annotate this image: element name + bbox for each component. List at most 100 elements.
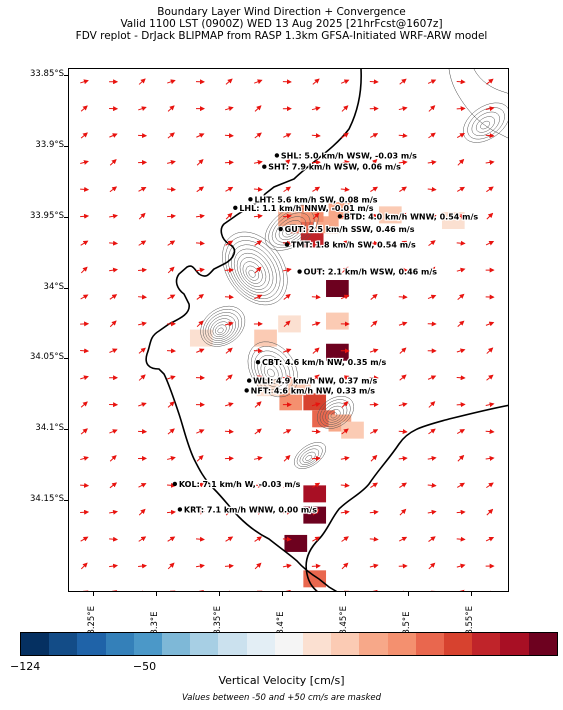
contour-line [222, 231, 288, 306]
contour-line [293, 442, 327, 469]
convergence-cell [303, 570, 327, 588]
contour-line [302, 451, 316, 463]
wind-arrow [225, 78, 233, 85]
wind-arrow [109, 348, 118, 354]
y-tick-mark [64, 287, 68, 289]
colorbar-tick-label: −124 [10, 660, 41, 673]
wind-arrow [341, 401, 349, 408]
wind-arrow [109, 429, 118, 434]
wind-arrow [312, 212, 320, 220]
wind-arrow [485, 133, 495, 139]
wind-arrow [312, 347, 320, 354]
contour-line [205, 312, 239, 343]
wind-arrow [169, 590, 176, 591]
wind-arrow [486, 374, 494, 381]
wind-arrow [80, 509, 90, 515]
wind-arrow [80, 375, 89, 381]
wind-arrow [399, 536, 408, 542]
wind-arrow [340, 160, 350, 165]
wind-arrow [485, 240, 495, 246]
wind-arrow [254, 401, 262, 408]
wind-arrow [196, 348, 205, 354]
wind-arrow [399, 212, 407, 220]
wind-arrow [80, 428, 88, 435]
wind-arrow [485, 455, 495, 461]
wind-arrow [428, 240, 436, 247]
wind-arrow [254, 240, 263, 246]
wind-arrow [341, 562, 349, 570]
wind-arrow [457, 293, 465, 300]
terrain-contours [200, 102, 508, 469]
wind-arrow [283, 454, 291, 462]
wind-arrow [167, 401, 175, 408]
wind-arrow [369, 509, 379, 515]
x-tick-mark [345, 592, 347, 596]
station-dot [278, 226, 283, 232]
wind-arrow [428, 401, 436, 408]
wind-arrow [256, 590, 263, 591]
wind-arrow [340, 294, 350, 300]
station-label-cbt: CBT: 4.6 km/h NW, 0.35 m/s [262, 358, 386, 367]
colorbar-swatch [303, 633, 332, 655]
wind-arrow [80, 132, 88, 139]
contour-line [330, 412, 338, 419]
wind-arrow [285, 589, 291, 591]
convergence-cell [303, 506, 327, 524]
wind-arrow [428, 132, 436, 139]
wind-arrow [340, 213, 350, 219]
wind-arrow [428, 562, 436, 570]
wind-arrow [369, 536, 379, 542]
wind-arrow [196, 133, 205, 138]
contour-line [325, 405, 344, 423]
colorbar-note: Values between -50 and +50 cm/s are mask… [181, 693, 381, 703]
wind-arrow [109, 482, 118, 489]
colorbar-swatch [218, 633, 247, 655]
wind-arrow [254, 375, 263, 381]
wind-arrow [253, 186, 263, 192]
title-line-2: Valid 1100 LST (0900Z) WED 13 Aug 2025 [… [120, 18, 443, 30]
wind-arrow [312, 482, 321, 488]
wind-arrow [282, 348, 292, 354]
wind-arrow [224, 429, 234, 435]
contour-line [231, 244, 277, 296]
wind-arrow [340, 186, 350, 192]
wind-arrow [398, 429, 408, 435]
wind-arrow [398, 133, 408, 139]
station-label-wli: WLI: 4.9 km/h NW, 0.37 m/s [253, 377, 377, 386]
colorbar-title: Vertical Velocity [cm/s] [218, 674, 345, 687]
wind-arrow [138, 267, 148, 273]
wind-arrow [166, 186, 177, 192]
station-dot [233, 205, 238, 210]
wind-arrow [109, 186, 118, 193]
wind-arrow [253, 213, 263, 219]
wind-arrow [370, 482, 378, 488]
wind-arrow [283, 158, 291, 166]
wind-arrow [80, 240, 89, 246]
wind-arrow [80, 562, 88, 570]
station-dot [337, 214, 343, 219]
coastline [145, 69, 508, 591]
wind-arrow [167, 160, 176, 165]
wind-arrow [167, 132, 175, 139]
wind-arrow [196, 186, 205, 193]
wind-arrow [340, 79, 350, 85]
wind-arrow [282, 563, 292, 569]
wind-arrow [224, 267, 234, 273]
contour-line [263, 364, 279, 381]
wind-arrow [486, 482, 494, 489]
wind-arrow [253, 509, 263, 515]
colorbar-swatch [387, 633, 416, 655]
wind-arrow [80, 105, 88, 112]
colorbar-swatch [500, 633, 529, 655]
wind-arrow [456, 79, 466, 85]
wind-arrow [341, 536, 349, 542]
convergence-cell [341, 421, 364, 439]
wind-arrow [312, 536, 321, 542]
wind-arrow [282, 536, 292, 542]
wind-arrow [138, 536, 147, 542]
contour-line [480, 120, 490, 130]
wind-arrow [196, 482, 205, 489]
wind-arrow [254, 428, 262, 435]
wind-arrow [456, 536, 466, 542]
wind-arrow [283, 186, 292, 193]
